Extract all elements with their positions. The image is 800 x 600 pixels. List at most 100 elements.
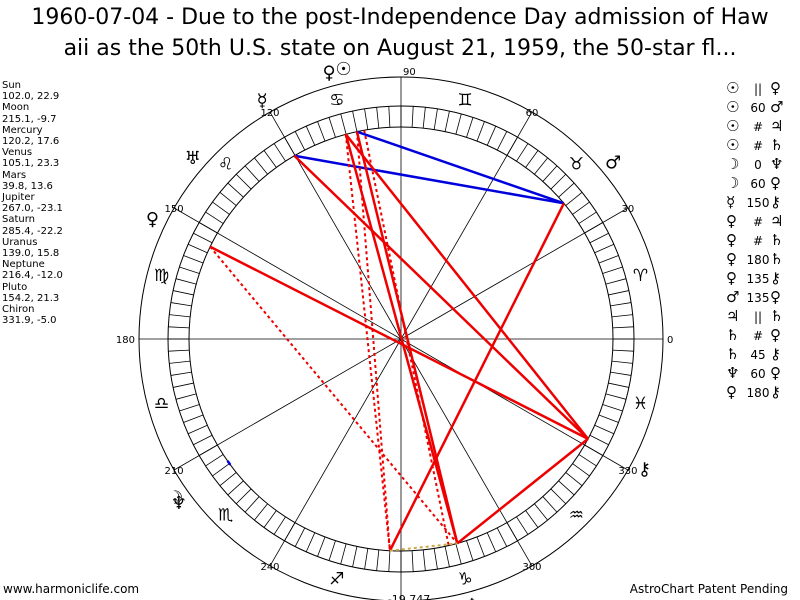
- degree-tick: [376, 107, 380, 129]
- aspect-planet-2: ⚷: [770, 193, 781, 211]
- planet-glyph-icon: ♀: [323, 63, 336, 84]
- degree-tick: [444, 546, 450, 567]
- spoke-line: [400, 111, 533, 340]
- planet-name-jupiter: Jupiter: [2, 192, 35, 204]
- degree-label: 30: [622, 204, 635, 215]
- degree-label: 0: [667, 335, 673, 346]
- website-link[interactable]: www.harmoniclife.com: [3, 582, 140, 596]
- aspect-type: 60: [750, 367, 766, 381]
- degree-tick: [534, 503, 548, 521]
- planet-name-venus: Venus: [2, 147, 33, 159]
- aspect-row: ☉ || ♀: [726, 79, 800, 98]
- aspect-planet-2: ♂: [770, 98, 784, 116]
- degree-tick: [364, 108, 369, 130]
- degree-tick: [466, 540, 474, 561]
- aspect-planet-1: ♄: [726, 345, 740, 363]
- aspect-line: [209, 246, 459, 545]
- degree-tick: [611, 314, 633, 318]
- aspect-type: #: [752, 139, 764, 153]
- planet-name-mercury: Mercury: [2, 124, 43, 136]
- degree-tick: [455, 113, 462, 135]
- spoke-line: [269, 111, 402, 340]
- degree-tick: [294, 527, 306, 547]
- planet-coords-jupiter: 267.0, -23.1: [2, 203, 63, 215]
- degree-label: 240: [260, 562, 279, 573]
- planet-coords-neptune: 216.4, -12.0: [2, 270, 63, 282]
- planet-coords-saturn: 285.4, -22.2: [2, 225, 63, 237]
- planet-coords-mars: 39.8, 13.6: [2, 180, 53, 192]
- degree-tick: [193, 434, 213, 446]
- degree-tick: [525, 150, 539, 168]
- degree-tick: [175, 278, 197, 285]
- aspect-planet-1: ☉: [726, 79, 740, 97]
- aspect-planet-1: ♃: [726, 307, 740, 325]
- aspect-line: [388, 202, 565, 552]
- aspect-type: 60: [750, 101, 766, 115]
- aspect-type: ||: [753, 310, 763, 324]
- aspect-planet-1: ☽: [726, 155, 740, 173]
- degree-tick: [558, 480, 575, 496]
- aspect-type: 60: [750, 177, 766, 191]
- aspect-type: #: [752, 215, 764, 229]
- aspect-planet-2: ♀: [770, 364, 781, 382]
- planet-coords-moon: 215.1, -9.7: [2, 113, 57, 125]
- aspect-planet-2: ♄: [770, 231, 784, 249]
- aspect-type: 135: [746, 272, 770, 286]
- degree-tick: [433, 548, 438, 570]
- degree-tick: [168, 349, 190, 352]
- degree-tick: [170, 302, 192, 307]
- degree-tick: [422, 549, 426, 571]
- degree-label: 300: [522, 562, 541, 573]
- degree-tick: [212, 201, 230, 215]
- degree-tick: [179, 404, 200, 412]
- degree-tick: [169, 360, 191, 364]
- degree-tick: [376, 549, 380, 571]
- degree-tick: [598, 255, 619, 264]
- planet-name-uranus: Uranus: [2, 236, 38, 248]
- planet-glyph-icon: ♂: [605, 152, 621, 173]
- degree-tick: [411, 550, 414, 572]
- degree-tick: [388, 106, 391, 128]
- aspect-row: ♀ # ♄: [726, 231, 800, 250]
- aspect-planet-1: ♀: [726, 383, 737, 401]
- degree-tick: [476, 536, 485, 557]
- planet-name-pluto: Pluto: [2, 281, 28, 293]
- bottom-value-label: -19,747: [388, 593, 430, 600]
- degree-tick: [175, 393, 197, 400]
- degree-tick: [263, 510, 277, 528]
- degree-label: 90: [403, 67, 416, 78]
- degree-tick: [476, 121, 485, 142]
- degree-tick: [352, 111, 358, 132]
- zodiac-sign-icon: ♈: [633, 266, 648, 286]
- aspect-list: ☉ || ♀ ☉ 60 ♂ ☉ # ♃ ☉ # ♄ ☽ 0 ♆ ☽ 60 ♀ ☿ 150⚷ ♀ # ♃ ♀ # ♄ ♀ 180♄ ♀ 13…: [726, 79, 800, 402]
- spoke-line: [173, 338, 402, 471]
- degree-tick: [550, 173, 567, 190]
- zodiac-sign-icon: ♐: [329, 570, 344, 590]
- degree-tick: [170, 371, 192, 376]
- degree-tick: [558, 182, 575, 198]
- degree-tick: [466, 117, 474, 138]
- degree-tick: [578, 454, 597, 467]
- planet-glyph-icon: ☽: [167, 488, 183, 509]
- degree-tick: [205, 211, 224, 224]
- zodiac-sign-icon: ♋: [329, 90, 344, 110]
- degree-tick: [244, 165, 260, 182]
- degree-tick: [212, 463, 230, 477]
- zodiac-sign-icon: ♍: [154, 266, 169, 286]
- degree-tick: [254, 157, 268, 175]
- aspect-planet-1: ☿: [726, 193, 736, 211]
- aspect-type: 45: [750, 348, 766, 362]
- spoke-line: [173, 207, 402, 340]
- aspect-planet-1: ☉: [726, 136, 740, 154]
- degree-tick: [611, 360, 633, 364]
- planet-glyph-icon: ⚷: [638, 459, 651, 480]
- aspect-row: ☉ 60 ♂: [726, 98, 800, 117]
- planet-glyph-icon: ♄: [466, 595, 482, 600]
- aspect-row: ♀ # ♃: [726, 212, 800, 231]
- degree-tick: [534, 157, 548, 175]
- degree-tick: [572, 463, 590, 477]
- degree-tick: [572, 201, 590, 215]
- degree-tick: [496, 527, 508, 547]
- degree-tick: [254, 503, 268, 521]
- aspect-planet-1: ♂: [726, 288, 740, 306]
